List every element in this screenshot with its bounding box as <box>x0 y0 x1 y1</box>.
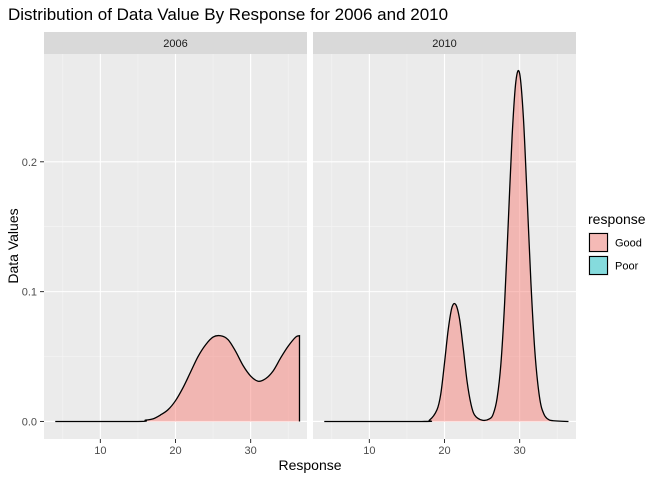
facet-strip-label-2010: 2010 <box>432 38 456 50</box>
density-areas-2006 <box>55 334 301 423</box>
facet-strip-2006 <box>44 32 307 54</box>
facet-strip-2010 <box>313 32 576 54</box>
facet-strip-label-2006: 2006 <box>163 38 187 50</box>
legend-title: response <box>588 211 646 227</box>
x-tick-label: 10 <box>363 445 375 457</box>
y-tick-label: 0.0 <box>22 416 37 428</box>
facet-panel-2006: 2006 <box>44 32 307 439</box>
density-area-good <box>324 70 569 422</box>
x-axis-2006: 10 20 30 <box>94 439 257 457</box>
legend-key-bg <box>588 255 609 276</box>
x-tick-label: 30 <box>514 445 526 457</box>
x-tick-label: 20 <box>438 445 450 457</box>
x-axis-title: Response <box>278 457 341 473</box>
x-tick-label: 10 <box>94 445 106 457</box>
legend-label-poor: Poor <box>615 261 639 273</box>
y-tick-label: 0.1 <box>22 287 37 299</box>
y-axis: 0.0 0.1 0.2 <box>22 157 44 428</box>
y-tick-label: 0.2 <box>22 157 37 169</box>
density-outline-good <box>324 69 569 423</box>
y-axis-title: Data Values <box>5 208 21 283</box>
legend: response Good Poor <box>588 211 646 276</box>
gridlines-2010 <box>313 54 576 439</box>
legend-swatch-poor <box>588 255 609 276</box>
x-axis-2010: 10 20 30 <box>363 439 526 457</box>
x-tick-label: 30 <box>245 445 257 457</box>
legend-label-good: Good <box>615 238 642 250</box>
legend-swatch-good <box>588 232 609 253</box>
chart-title: Distribution of Data Value By Response f… <box>8 5 448 24</box>
legend-key-bg <box>588 232 609 253</box>
facet-panel-2010: 2010 <box>313 32 576 439</box>
gridlines-2006 <box>44 54 307 439</box>
density-areas-2010 <box>324 69 569 423</box>
x-tick-label: 20 <box>169 445 181 457</box>
density-outline-good <box>55 334 301 423</box>
